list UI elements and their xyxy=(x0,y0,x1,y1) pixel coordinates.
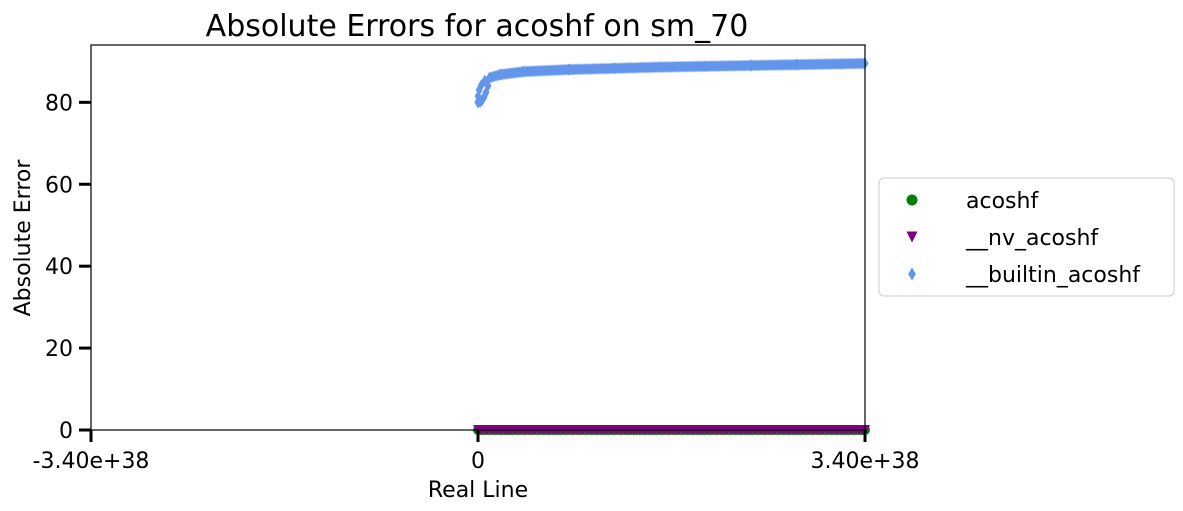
legend-marker-nvacoshf xyxy=(906,231,918,243)
data-point xyxy=(838,57,846,70)
data-point xyxy=(611,62,619,75)
data-point xyxy=(702,60,710,73)
legend-label-nvacoshf: __nv_acoshf xyxy=(965,226,1099,251)
series-builtinacoshf-group xyxy=(474,57,869,109)
y-tick-label: 0 xyxy=(59,419,73,444)
legend: acoshf __nv_acoshf __builtin_acoshf xyxy=(878,177,1175,297)
y-tick-label: 20 xyxy=(45,337,73,362)
axis-ticks: -3.40e+38 0 3.40e+38 0 20 40 60 80 xyxy=(33,91,920,474)
legend-marker-builtinacoshf xyxy=(908,267,916,281)
x-axis-label: Real Line xyxy=(428,478,528,503)
data-point xyxy=(497,68,505,81)
x-tick-label: 3.40e+38 xyxy=(811,449,920,474)
x-tick-label: 0 xyxy=(471,449,485,474)
data-point xyxy=(747,59,755,72)
y-tick-label: 60 xyxy=(45,173,73,198)
legend-label-builtinacoshf: __builtin_acoshf xyxy=(965,263,1141,288)
y-axis-label: Absolute Error xyxy=(11,159,36,317)
data-point xyxy=(656,61,664,74)
data-point xyxy=(565,63,573,76)
chart-title: Absolute Errors for acoshf on sm_70 xyxy=(206,9,749,44)
data-point xyxy=(793,58,801,71)
legend-label-acoshf: acoshf xyxy=(966,189,1039,214)
x-tick-label: -3.40e+38 xyxy=(33,449,150,474)
y-tick-label: 80 xyxy=(45,91,73,116)
data-point xyxy=(520,65,528,78)
legend-frame xyxy=(878,177,1175,297)
y-tick-label: 40 xyxy=(45,255,73,280)
data-point xyxy=(485,71,493,84)
legend-marker-acoshf xyxy=(906,194,918,206)
plot-area xyxy=(473,57,870,435)
